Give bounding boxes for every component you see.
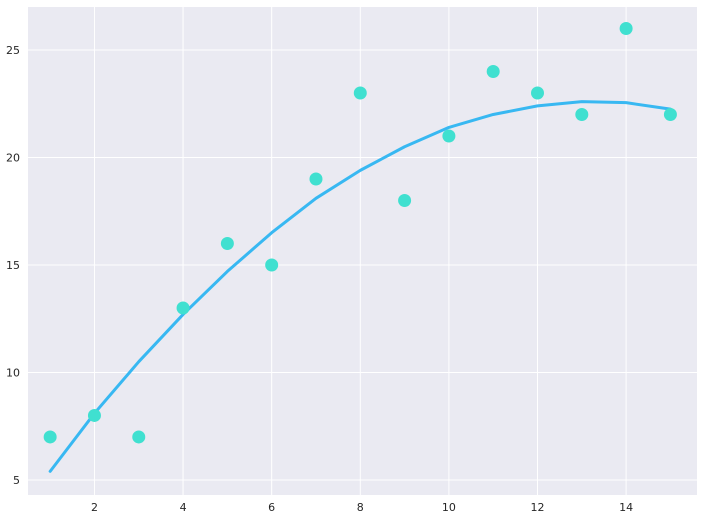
x-tick-label: 12 (531, 501, 545, 514)
data-point (619, 21, 633, 35)
data-point (663, 107, 677, 121)
y-tick-label: 25 (6, 44, 20, 57)
data-point (132, 430, 146, 444)
data-point (575, 107, 589, 121)
y-axis-ticks: 5 10 15 20 25 (6, 44, 20, 487)
fit-line-group (48, 100, 672, 473)
data-point (220, 236, 234, 250)
y-tick-label: 20 (6, 151, 20, 164)
data-point (87, 408, 101, 422)
y-tick-label: 15 (6, 259, 20, 272)
x-tick-label: 6 (268, 501, 275, 514)
scatter-points (43, 21, 677, 444)
data-point (486, 64, 500, 78)
x-tick-label: 2 (91, 501, 98, 514)
y-tick-label: 5 (13, 474, 20, 487)
x-tick-label: 10 (442, 501, 456, 514)
x-tick-label: 4 (180, 501, 187, 514)
data-point (531, 86, 545, 100)
data-point (353, 86, 367, 100)
data-point (309, 172, 323, 186)
data-point (398, 193, 412, 207)
plot-area (28, 7, 697, 495)
data-point (442, 129, 456, 143)
data-point (176, 301, 190, 315)
x-tick-label: 14 (619, 501, 633, 514)
fit-line (48, 100, 672, 473)
x-tick-label: 8 (357, 501, 364, 514)
data-point (43, 430, 57, 444)
data-point (265, 258, 279, 272)
y-tick-label: 10 (6, 366, 20, 379)
x-axis-ticks: 2 4 6 8 10 12 14 (91, 501, 633, 514)
